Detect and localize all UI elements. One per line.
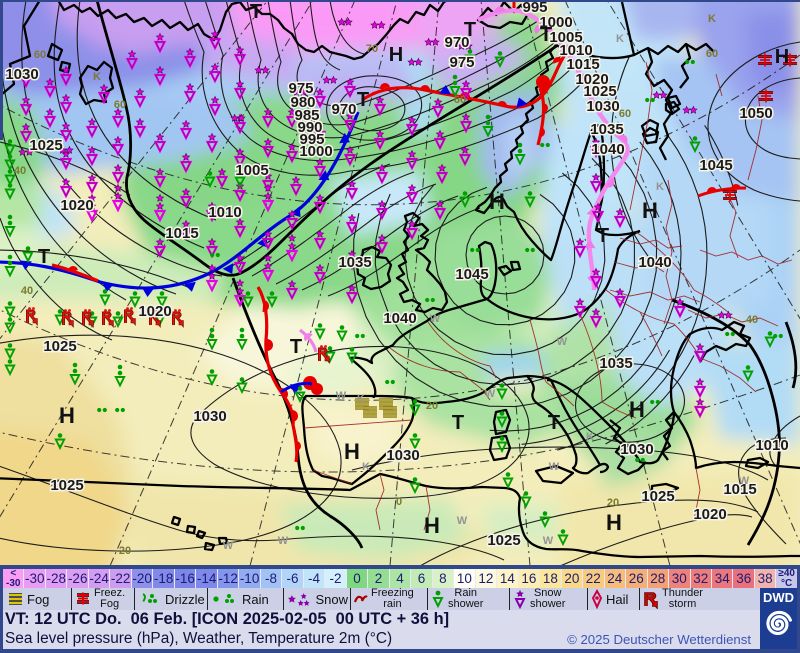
svg-text:K: K — [93, 71, 101, 83]
svg-text:1020: 1020 — [575, 71, 608, 88]
svg-text:1025: 1025 — [50, 477, 83, 494]
svg-text:1050: 1050 — [739, 105, 772, 122]
svg-text:W: W — [223, 540, 234, 552]
svg-text:H: H — [389, 44, 403, 66]
svg-text:60: 60 — [619, 108, 631, 120]
svg-text:975: 975 — [288, 80, 313, 97]
svg-text:1035: 1035 — [338, 254, 371, 271]
svg-text:970: 970 — [444, 34, 469, 51]
svg-text:1035: 1035 — [590, 121, 623, 138]
svg-text:W: W — [278, 535, 289, 547]
svg-text:T: T — [38, 246, 50, 268]
svg-text:K: K — [357, 393, 365, 405]
svg-text:W: W — [557, 336, 568, 348]
svg-text:T: T — [357, 89, 369, 111]
svg-text:H: H — [642, 198, 658, 223]
svg-text:1010: 1010 — [208, 204, 241, 221]
svg-text:1030: 1030 — [386, 447, 419, 464]
svg-text:40: 40 — [21, 285, 33, 297]
svg-text:1040: 1040 — [591, 141, 624, 158]
svg-text:H: H — [424, 513, 440, 538]
svg-text:20: 20 — [607, 497, 619, 509]
svg-text:W: W — [739, 475, 750, 487]
svg-text:20: 20 — [426, 400, 438, 412]
svg-text:1020: 1020 — [693, 506, 726, 523]
svg-text:1025: 1025 — [43, 338, 76, 355]
svg-text:1045: 1045 — [455, 266, 488, 283]
svg-text:1025: 1025 — [583, 83, 616, 100]
svg-text:60: 60 — [114, 99, 126, 111]
svg-text:1030: 1030 — [193, 408, 226, 425]
svg-text:H: H — [489, 189, 505, 214]
svg-text:1025: 1025 — [29, 137, 62, 154]
svg-text:H: H — [775, 46, 789, 68]
svg-text:980: 980 — [290, 94, 315, 111]
svg-text:1010: 1010 — [755, 437, 788, 454]
svg-text:0: 0 — [396, 496, 402, 508]
svg-text:K: K — [616, 33, 624, 45]
svg-text:H: H — [629, 397, 645, 422]
svg-text:60: 60 — [706, 48, 718, 60]
svg-text:W: W — [543, 535, 554, 547]
svg-text:1025: 1025 — [487, 532, 520, 549]
svg-text:W: W — [430, 313, 441, 325]
svg-text:990: 990 — [297, 119, 322, 136]
svg-text:995: 995 — [299, 131, 324, 148]
svg-text:1000: 1000 — [539, 14, 572, 31]
svg-text:1040: 1040 — [638, 254, 671, 271]
svg-text:T: T — [464, 19, 476, 41]
svg-text:T: T — [290, 336, 302, 358]
svg-text:1015: 1015 — [566, 56, 599, 73]
svg-text:985: 985 — [294, 107, 319, 124]
svg-text:K: K — [708, 13, 716, 25]
svg-text:1030: 1030 — [586, 98, 619, 115]
svg-text:1000: 1000 — [299, 143, 332, 160]
svg-text:1030: 1030 — [620, 441, 653, 458]
svg-text:T: T — [452, 412, 464, 434]
svg-text:H: H — [344, 439, 360, 464]
svg-text:970: 970 — [331, 101, 356, 118]
svg-text:40: 40 — [14, 165, 26, 177]
svg-text:H: H — [606, 510, 622, 535]
svg-text:1035: 1035 — [599, 355, 632, 372]
svg-text:W: W — [457, 515, 468, 527]
svg-text:60: 60 — [454, 94, 466, 106]
svg-text:1020: 1020 — [138, 303, 171, 320]
svg-text:T: T — [597, 225, 609, 247]
svg-text:T: T — [540, 24, 552, 46]
svg-text:995: 995 — [522, 0, 547, 16]
svg-text:K: K — [586, 431, 594, 443]
svg-text:T: T — [548, 412, 560, 434]
svg-text:1015: 1015 — [165, 225, 198, 242]
svg-text:1005: 1005 — [235, 162, 268, 179]
svg-text:20: 20 — [119, 545, 131, 557]
svg-text:1025: 1025 — [641, 488, 674, 505]
svg-text:1045: 1045 — [699, 157, 732, 174]
svg-text:1030: 1030 — [5, 66, 38, 83]
svg-text:1015: 1015 — [723, 481, 756, 498]
svg-text:W: W — [549, 461, 560, 473]
svg-text:K: K — [362, 461, 370, 473]
svg-text:40: 40 — [746, 314, 758, 326]
svg-text:W: W — [485, 388, 496, 400]
svg-text:T: T — [250, 1, 262, 23]
svg-text:1020: 1020 — [60, 197, 93, 214]
svg-text:H: H — [59, 403, 75, 428]
svg-text:1010: 1010 — [559, 42, 592, 59]
svg-text:K: K — [656, 181, 664, 193]
svg-text:1040: 1040 — [383, 310, 416, 327]
svg-text:1005: 1005 — [549, 29, 582, 46]
svg-text:70: 70 — [366, 43, 378, 55]
svg-text:975: 975 — [449, 54, 474, 71]
svg-text:60: 60 — [34, 49, 46, 61]
svg-text:W: W — [336, 390, 347, 402]
